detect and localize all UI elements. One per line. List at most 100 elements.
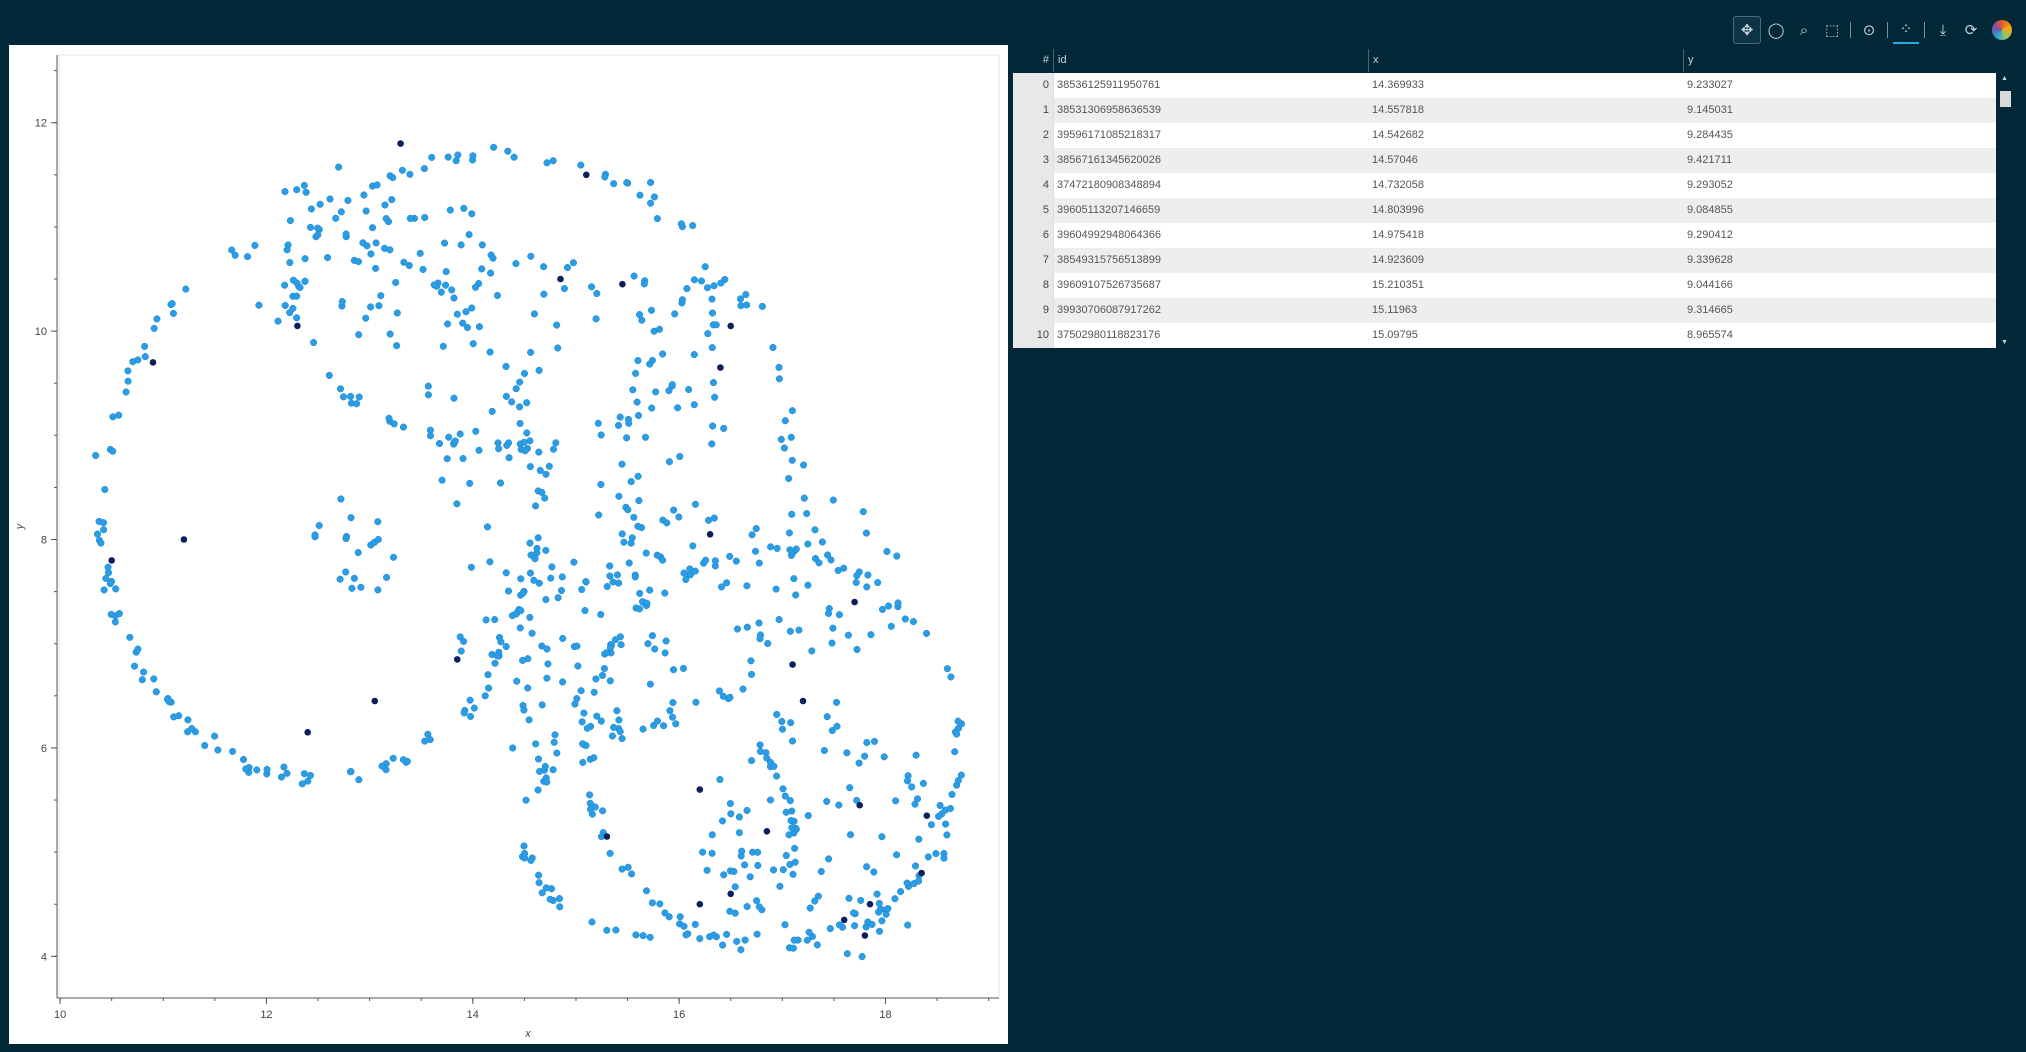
table-row[interactable]: 6 39604992948064366 14.975418 9.290412 bbox=[1013, 223, 1996, 248]
cell-x[interactable]: 14.57046 bbox=[1372, 154, 1418, 166]
cell-x[interactable]: 14.923609 bbox=[1372, 254, 1424, 266]
scatter-point[interactable] bbox=[574, 662, 582, 670]
scatter-point[interactable] bbox=[586, 799, 594, 807]
scatter-point[interactable] bbox=[630, 272, 638, 280]
scatter-point[interactable] bbox=[863, 583, 871, 591]
scatter-point-highlighted[interactable] bbox=[454, 656, 461, 663]
scatter-point[interactable] bbox=[548, 563, 556, 571]
scatter-point[interactable] bbox=[590, 688, 598, 696]
scatter-point[interactable] bbox=[648, 899, 656, 907]
scatter-point[interactable] bbox=[579, 740, 587, 748]
cell-y[interactable]: 9.284435 bbox=[1687, 129, 1733, 141]
scatter-point[interactable] bbox=[630, 513, 638, 521]
scatter-point[interactable] bbox=[666, 707, 674, 715]
scatter-point[interactable] bbox=[606, 572, 614, 580]
scatter-point[interactable] bbox=[534, 534, 542, 542]
cell-id[interactable]: 39609107526735687 bbox=[1057, 279, 1162, 291]
scatter-point[interactable] bbox=[516, 378, 524, 386]
scatter-point[interactable] bbox=[653, 551, 661, 559]
scatter-point[interactable] bbox=[315, 521, 323, 530]
scatter-point[interactable] bbox=[720, 424, 728, 432]
scatter-point[interactable] bbox=[532, 502, 540, 510]
scatter-point[interactable] bbox=[661, 589, 669, 597]
scatter-point[interactable] bbox=[851, 922, 859, 930]
scatter-point[interactable] bbox=[547, 574, 555, 582]
scatter-point[interactable] bbox=[521, 447, 529, 455]
scatter-point[interactable] bbox=[631, 573, 639, 581]
table-row[interactable]: 10 37502980118823176 15.09795 8.965574 bbox=[1013, 323, 1996, 348]
scatter-point[interactable] bbox=[421, 737, 429, 745]
scatter-point[interactable] bbox=[690, 276, 698, 284]
table-row[interactable]: 2 39596171085218317 14.542682 9.284435 bbox=[1013, 123, 1996, 148]
scatter-point[interactable] bbox=[697, 277, 706, 285]
scatter-point[interactable] bbox=[368, 224, 377, 232]
scatter-point[interactable] bbox=[795, 626, 803, 634]
scatter-point[interactable] bbox=[755, 903, 763, 911]
scatter-point[interactable] bbox=[634, 472, 642, 480]
scatter-point[interactable] bbox=[753, 897, 761, 905]
scatter-point[interactable] bbox=[286, 259, 294, 267]
scatter-point[interactable] bbox=[833, 722, 841, 730]
scatter-point[interactable] bbox=[782, 851, 790, 860]
scatter-point[interactable] bbox=[281, 281, 289, 289]
scatter-point[interactable] bbox=[880, 753, 888, 761]
scatter-point[interactable] bbox=[843, 749, 851, 757]
scatter-point[interactable] bbox=[824, 609, 833, 617]
scatter-point[interactable] bbox=[130, 662, 139, 670]
scatter-point[interactable] bbox=[420, 165, 428, 173]
scatter-point[interactable] bbox=[743, 582, 751, 590]
scatter-point[interactable] bbox=[674, 404, 682, 412]
cell-y[interactable]: 9.145031 bbox=[1687, 104, 1733, 116]
scatter-point[interactable] bbox=[527, 348, 535, 356]
scatter-point-highlighted[interactable] bbox=[397, 140, 404, 147]
scatter-point[interactable] bbox=[817, 867, 825, 876]
scatter-point[interactable] bbox=[788, 407, 796, 415]
scatter-point-highlighted[interactable] bbox=[856, 801, 863, 809]
scatter-point[interactable] bbox=[389, 174, 397, 182]
scatter-point[interactable] bbox=[430, 281, 438, 289]
cell-x[interactable]: 14.975418 bbox=[1372, 229, 1424, 241]
scatter-point[interactable] bbox=[870, 868, 878, 876]
scatter-point[interactable] bbox=[620, 538, 628, 546]
cell-x[interactable]: 14.803996 bbox=[1372, 204, 1424, 216]
scatter-point[interactable] bbox=[314, 224, 322, 232]
tap-tool-button[interactable]: ⊙ bbox=[1856, 17, 1882, 43]
scatter-point[interactable] bbox=[586, 791, 594, 799]
scatter-point[interactable] bbox=[852, 578, 860, 587]
scatter-point[interactable] bbox=[99, 519, 108, 527]
scatter-point[interactable] bbox=[182, 285, 190, 293]
scatter-point[interactable] bbox=[152, 688, 160, 696]
scatter-point[interactable] bbox=[640, 280, 648, 288]
scatter-point[interactable] bbox=[92, 451, 100, 460]
scatter-point[interactable] bbox=[450, 394, 458, 402]
scatter-point[interactable] bbox=[528, 629, 536, 637]
scatter-point[interactable] bbox=[648, 404, 656, 412]
scatter-point[interactable] bbox=[389, 553, 398, 561]
scatter-point[interactable] bbox=[283, 769, 291, 777]
scatter-point[interactable] bbox=[550, 738, 558, 746]
scatter-point[interactable] bbox=[558, 573, 566, 581]
scatter-point[interactable] bbox=[489, 254, 497, 262]
cell-id[interactable]: 38531306958636539 bbox=[1057, 104, 1162, 116]
scatter-point[interactable] bbox=[486, 558, 494, 566]
scatter-point[interactable] bbox=[786, 627, 794, 635]
scatter-point[interactable] bbox=[597, 610, 605, 619]
scatter-point[interactable] bbox=[502, 392, 510, 400]
scatter-point[interactable] bbox=[787, 817, 795, 825]
scatter-point[interactable] bbox=[887, 622, 895, 630]
scatter-point[interactable] bbox=[663, 519, 671, 527]
scatter-point[interactable] bbox=[201, 741, 209, 750]
scatter-point-highlighted[interactable] bbox=[840, 916, 848, 924]
scatter-point[interactable] bbox=[493, 291, 501, 300]
scatter-point[interactable] bbox=[773, 544, 781, 552]
scatter-point[interactable] bbox=[601, 173, 609, 181]
scatter-point[interactable] bbox=[466, 712, 475, 720]
scatter-point[interactable] bbox=[526, 437, 534, 445]
scatter-point[interactable] bbox=[735, 829, 743, 837]
scatter-point[interactable] bbox=[709, 422, 717, 430]
cell-id[interactable]: 37472180908348894 bbox=[1057, 179, 1162, 191]
scatter-point[interactable] bbox=[717, 279, 725, 287]
scatter-point[interactable] bbox=[421, 213, 429, 222]
pan-tool-button[interactable]: ✥ bbox=[1733, 16, 1761, 44]
scatter-point[interactable] bbox=[804, 812, 812, 820]
